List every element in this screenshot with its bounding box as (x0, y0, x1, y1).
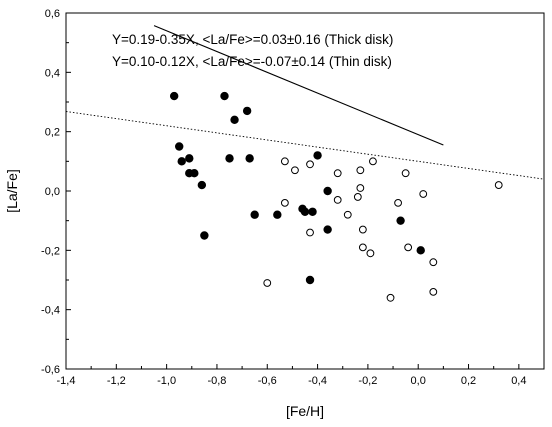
data-point-open (494, 181, 503, 189)
data-point-filled (230, 115, 239, 125)
data-point-filled (190, 169, 199, 178)
data-point-filled (305, 275, 315, 285)
x-tick-label: -0,6 (258, 375, 277, 387)
data-point-open (366, 249, 375, 258)
data-point-open (429, 258, 438, 267)
y-tick-label: 0,2 (45, 127, 60, 139)
data-point-open (429, 287, 438, 296)
data-point-filled (250, 210, 259, 219)
data-point-filled (197, 180, 207, 190)
data-point-filled (313, 151, 322, 160)
data-point-open (356, 166, 365, 175)
data-point-open (356, 184, 365, 192)
data-point-filled (175, 142, 184, 151)
y-tick-label: -0,4 (41, 305, 60, 317)
data-point-open (358, 243, 367, 252)
data-point-open (353, 193, 362, 201)
x-tick-label: 0,0 (411, 375, 426, 387)
fit-line-thin-disk (65, 111, 545, 180)
data-point-filled (177, 157, 186, 166)
data-point-filled (273, 210, 282, 219)
y-tick-label: -0,6 (41, 364, 60, 376)
fit-lines (65, 25, 545, 180)
data-point-open (280, 157, 289, 166)
x-tick-label: -0,2 (358, 375, 377, 387)
data-point-open (369, 157, 377, 166)
data-point-open (386, 293, 395, 302)
y-tick-label: -0,2 (41, 245, 60, 257)
data-point-open (358, 225, 367, 234)
data-point-open (291, 166, 299, 175)
y-tick-label: 0,6 (45, 8, 60, 20)
data-points (169, 91, 503, 302)
data-point-open (394, 198, 402, 207)
data-point-open (401, 169, 410, 178)
axis-ticks: -1,4 -1,2 -1,0 -0,8 -0,6 -0,4 -0,2 0,0 0,2 0,4 -0,… (41, 8, 526, 387)
data-point-filled (396, 216, 405, 225)
y-tick-label: 0,0 (45, 186, 60, 198)
data-point-open (280, 198, 289, 207)
data-point-open (333, 169, 342, 178)
data-point-filled (242, 106, 252, 116)
x-tick-label: -0,4 (308, 375, 327, 387)
data-point-open (343, 210, 352, 219)
data-point-filled (323, 186, 332, 196)
y-tick-label: 0,4 (45, 67, 60, 79)
annotation-thin-disk: Y=0.10-0.12X, <La/Fe>=-0.07±0.14 (Thin d… (112, 54, 392, 69)
x-tick-label: -1,2 (107, 375, 126, 387)
data-point-open (306, 228, 314, 237)
data-point-filled (323, 225, 332, 234)
data-point-filled (245, 154, 254, 163)
x-tick-label: 0,2 (461, 375, 476, 387)
x-tick-label: -1,4 (57, 375, 76, 387)
data-point-open (263, 279, 272, 287)
x-tick-label: 0,4 (511, 375, 526, 387)
data-point-filled (300, 207, 310, 216)
data-point-filled (308, 207, 317, 216)
annotation-thick-disk: Y=0.19-0.35X, <La/Fe>=0.03±0.16 (Thick d… (112, 32, 393, 47)
data-point-filled (200, 231, 209, 240)
x-tick-label: -0,8 (207, 375, 226, 387)
data-point-open (419, 190, 428, 198)
y-axis-title: [La/Fe] (4, 169, 20, 213)
data-point-filled (169, 91, 179, 101)
fit-line-thick-disk (153, 25, 444, 146)
x-axis-title: [Fe/H] (286, 403, 324, 419)
data-point-open (306, 160, 314, 169)
data-point-filled (416, 246, 425, 255)
data-point-filled (185, 154, 194, 163)
data-point-open (333, 196, 342, 204)
data-point-open (404, 243, 413, 252)
x-tick-label: -1,0 (157, 375, 176, 387)
data-point-filled (220, 91, 229, 101)
data-point-filled (225, 154, 234, 163)
